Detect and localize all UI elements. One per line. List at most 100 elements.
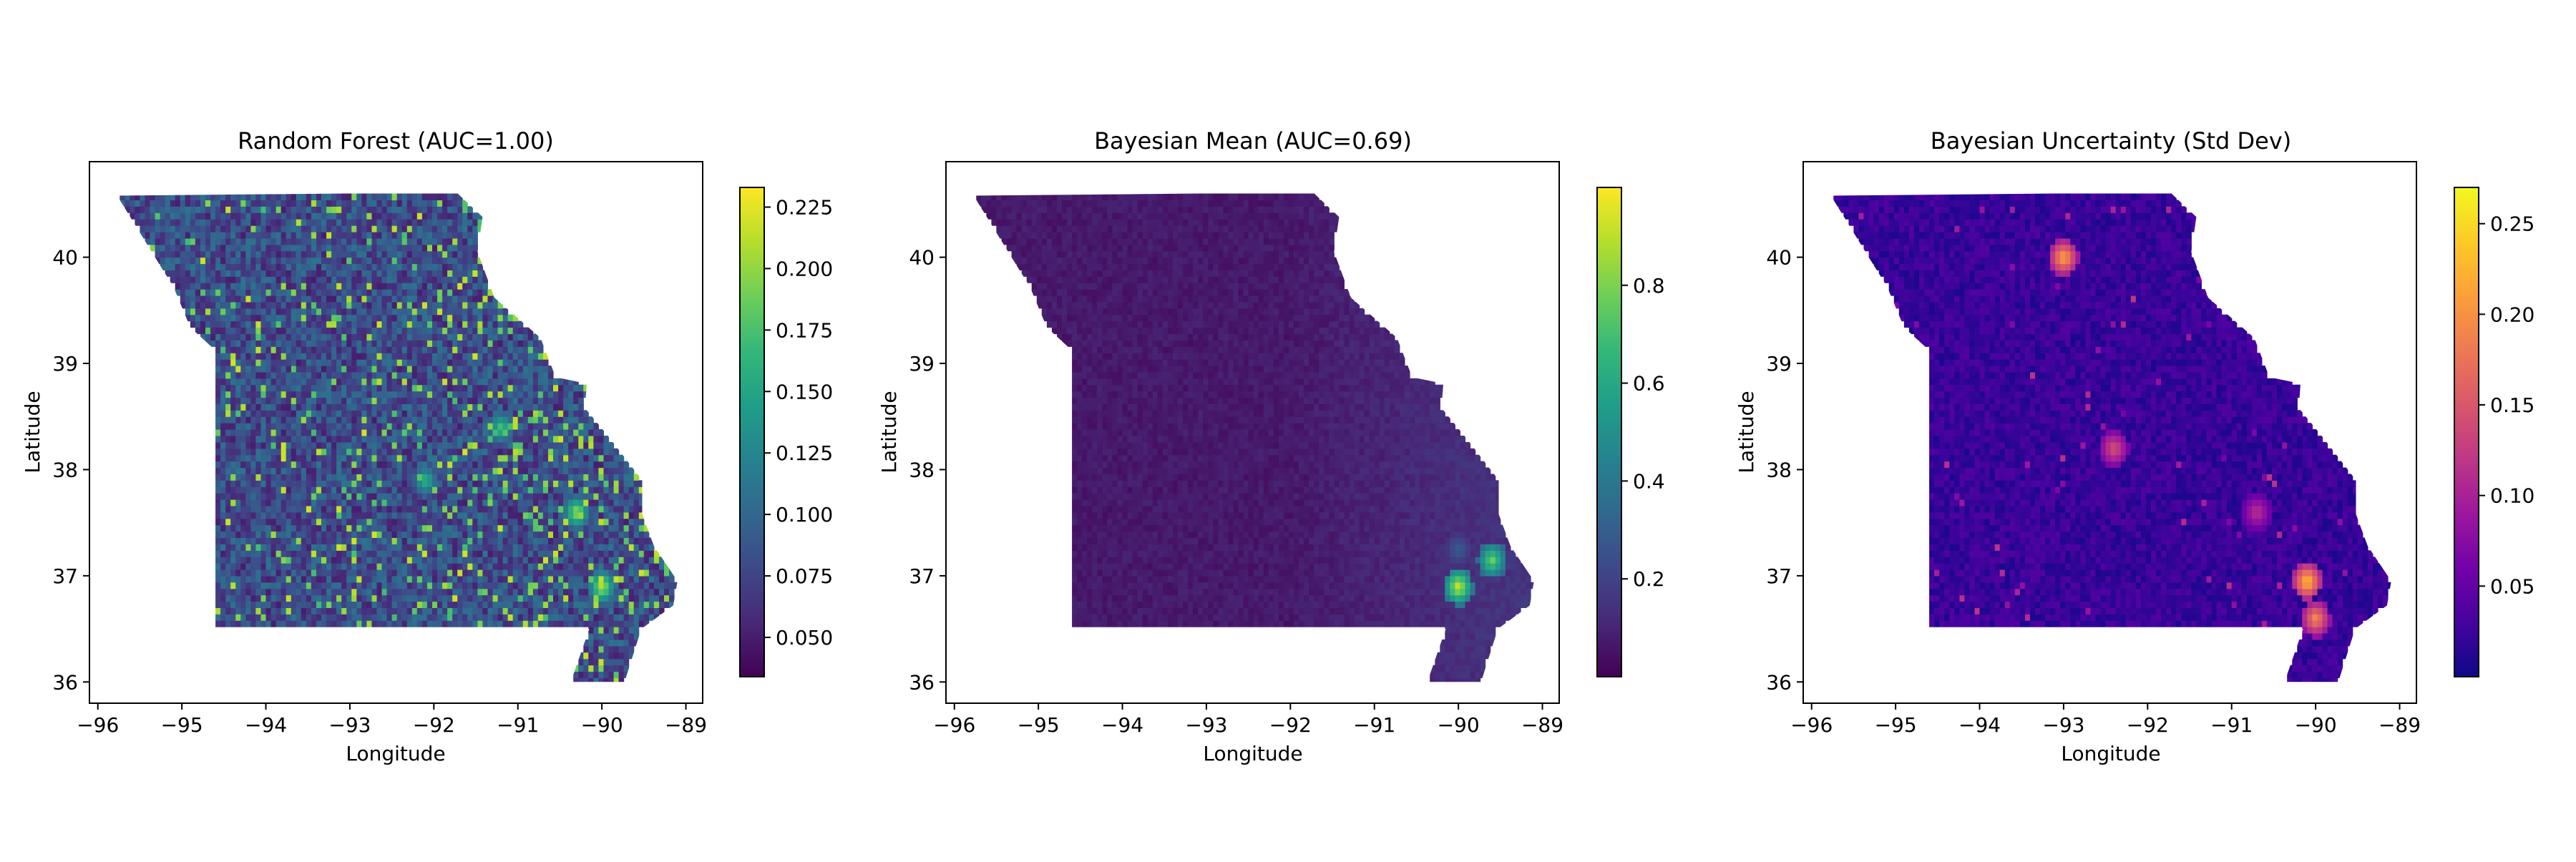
heatmap-cell (326, 448, 332, 456)
heatmap-cell (185, 237, 191, 245)
heatmap-cell (371, 371, 378, 379)
heatmap-cell (361, 588, 367, 596)
heatmap-cell (170, 206, 176, 213)
heatmap-cell (542, 397, 549, 404)
heatmap-cell (568, 594, 574, 602)
heatmap-cell (255, 391, 261, 398)
heatmap-cell (200, 270, 206, 277)
heatmap-cell (386, 219, 393, 226)
heatmap-cell (401, 505, 408, 513)
heatmap-cell (145, 193, 151, 200)
heatmap-cell (401, 544, 408, 551)
heatmap-cell (270, 461, 277, 469)
heatmap-cell (250, 403, 256, 411)
heatmap-cell (578, 601, 584, 608)
heatmap-cell (487, 544, 494, 551)
heatmap-cell (200, 314, 206, 322)
heatmap-cell (311, 569, 317, 577)
heatmap-cell (421, 524, 428, 532)
heatmap-cell (225, 550, 231, 557)
heatmap-cell (361, 353, 367, 360)
heatmap-cell (603, 537, 610, 544)
heatmap-cell (457, 594, 463, 602)
heatmap-cell (346, 308, 352, 315)
heatmap-cell (311, 620, 317, 627)
heatmap-cell (467, 333, 473, 341)
heatmap-cell (457, 200, 463, 207)
heatmap-cell (230, 486, 236, 494)
heatmap-cell (457, 263, 463, 270)
heatmap-cell (396, 403, 403, 411)
heatmap-cell (341, 397, 347, 404)
heatmap-cell (346, 620, 352, 627)
heatmap-cell (396, 276, 403, 283)
heatmap-cell (366, 524, 372, 532)
heatmap-cell (537, 505, 544, 513)
heatmap-cell (371, 353, 378, 360)
heatmap-cell (548, 480, 554, 487)
heatmap-cell (421, 614, 428, 621)
heatmap-cell (240, 607, 246, 614)
heatmap-cell (270, 327, 277, 335)
heatmap-cell (366, 320, 372, 328)
heatmap-cell (593, 614, 599, 621)
heatmap-cell (225, 544, 231, 551)
heatmap-cell (225, 601, 231, 608)
heatmap-cell (371, 257, 378, 265)
heatmap-cell (270, 289, 277, 296)
heatmap-cell (426, 391, 433, 398)
heatmap-cell (537, 537, 544, 544)
heatmap-cell (301, 371, 307, 379)
heatmap-cell (457, 569, 463, 577)
heatmap-cell (381, 544, 388, 551)
heatmap-cell (396, 384, 403, 392)
heatmap-cell (275, 378, 282, 386)
heatmap-cell (462, 531, 468, 538)
heatmap-cell (381, 569, 388, 577)
heatmap-cell (588, 594, 594, 602)
heatmap-cell (270, 295, 277, 303)
heatmap-cell (507, 467, 514, 474)
heatmap-cell (351, 219, 357, 226)
heatmap-cell (532, 575, 539, 583)
heatmap-cell (421, 250, 428, 258)
heatmap-cell (583, 391, 589, 398)
heatmap-cell (588, 671, 594, 678)
heatmap-cell (366, 244, 372, 252)
heatmap-cell (472, 314, 478, 322)
heatmap-cell (462, 333, 468, 341)
heatmap-cell (220, 614, 226, 621)
heatmap-cell (406, 283, 413, 290)
heatmap-cell (416, 518, 423, 526)
heatmap-cell (245, 403, 251, 411)
heatmap-cell (331, 544, 337, 551)
heatmap-cell (472, 250, 478, 258)
heatmap-cell (220, 212, 226, 220)
heatmap-cell (406, 410, 413, 417)
heatmap-cell (306, 237, 312, 245)
heatmap-cell (235, 614, 241, 621)
heatmap-cell (331, 594, 337, 602)
heatmap-cell (442, 511, 448, 519)
heatmap-cell (522, 448, 529, 456)
heatmap-cell (265, 250, 272, 258)
heatmap-cell (563, 416, 569, 423)
heatmap-cell (301, 232, 307, 239)
heatmap-cell (391, 441, 398, 449)
heatmap-cell (563, 518, 569, 526)
heatmap-cell (280, 594, 287, 602)
heatmap-cell (573, 416, 579, 423)
heatmap-cell (250, 219, 256, 226)
heatmap-cell (306, 454, 312, 462)
heatmap-cell (563, 423, 569, 430)
heatmap-cell (336, 410, 342, 417)
heatmap-cell (155, 225, 161, 232)
heatmap-cell (411, 391, 418, 398)
heatmap-cell (180, 270, 186, 277)
heatmap-cell (270, 614, 277, 621)
heatmap-cell (220, 366, 226, 373)
heatmap-cell (301, 601, 307, 608)
heatmap-cell (411, 410, 418, 417)
heatmap-cell (311, 391, 317, 398)
heatmap-cell (265, 448, 272, 456)
